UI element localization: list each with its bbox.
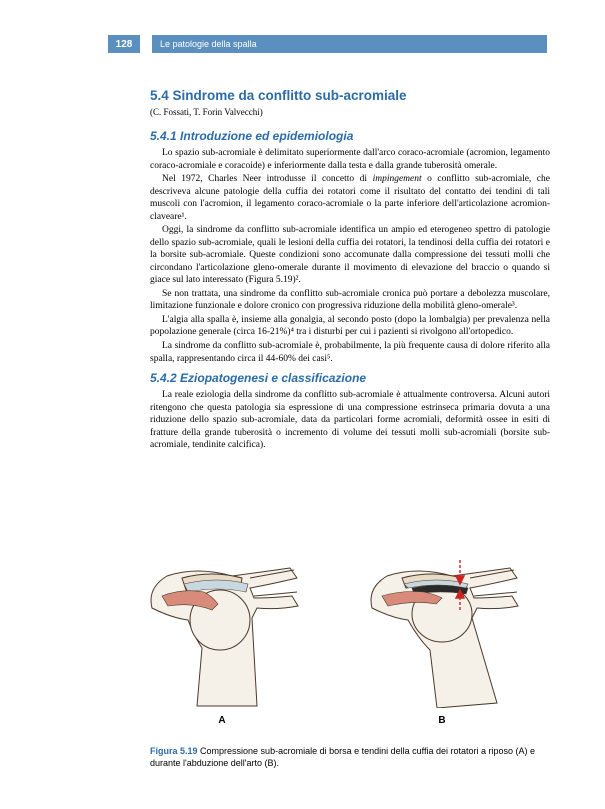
figure-5-19: A B: [112, 548, 552, 728]
section-title: 5.4 Sindrome da conflitto sub-acromiale: [150, 88, 550, 103]
paragraph: L'algia alla spalla è, insieme alla gona…: [150, 314, 550, 339]
subsection-title-2: 5.4.2 Eziopatogenesi e classificazione: [150, 371, 550, 385]
main-content: 5.4 Sindrome da conflitto sub-acromiale …: [150, 88, 550, 453]
caption-text: Compressione sub-acromiale di borsa e te…: [150, 746, 535, 768]
chapter-title: Le patologie della spalla: [152, 35, 547, 53]
panel-label-b: B: [438, 715, 445, 726]
figure-panel-a: A: [122, 548, 322, 708]
paragraph: La sindrome da conflitto sub-acromiale è…: [150, 340, 550, 365]
caption-label: Figura 5.19: [150, 746, 198, 756]
paragraph: Se non trattata, una sindrome da conflit…: [150, 288, 550, 313]
paragraph: Lo spazio sub-acromiale è delimitato sup…: [150, 147, 550, 172]
page-number: 128: [108, 35, 140, 53]
paragraph: La reale eziologia della sindrome da con…: [150, 389, 550, 452]
figure-panel-b: B: [342, 548, 542, 708]
paragraph: Oggi, la sindrome da conflitto sub-acrom…: [150, 224, 550, 287]
figure-caption: Figura 5.19 Compressione sub-acromiale d…: [150, 746, 550, 769]
authors: (C. Fossati, T. Forin Valvecchi): [150, 107, 550, 117]
panel-label-a: A: [218, 715, 225, 726]
text-emphasis: impingement: [373, 174, 422, 184]
paragraph: Nel 1972, Charles Neer introdusse il con…: [150, 173, 550, 223]
subsection-title-1: 5.4.1 Introduzione ed epidemiologia: [150, 129, 550, 143]
text: Nel 1972, Charles Neer introdusse il con…: [162, 174, 373, 184]
